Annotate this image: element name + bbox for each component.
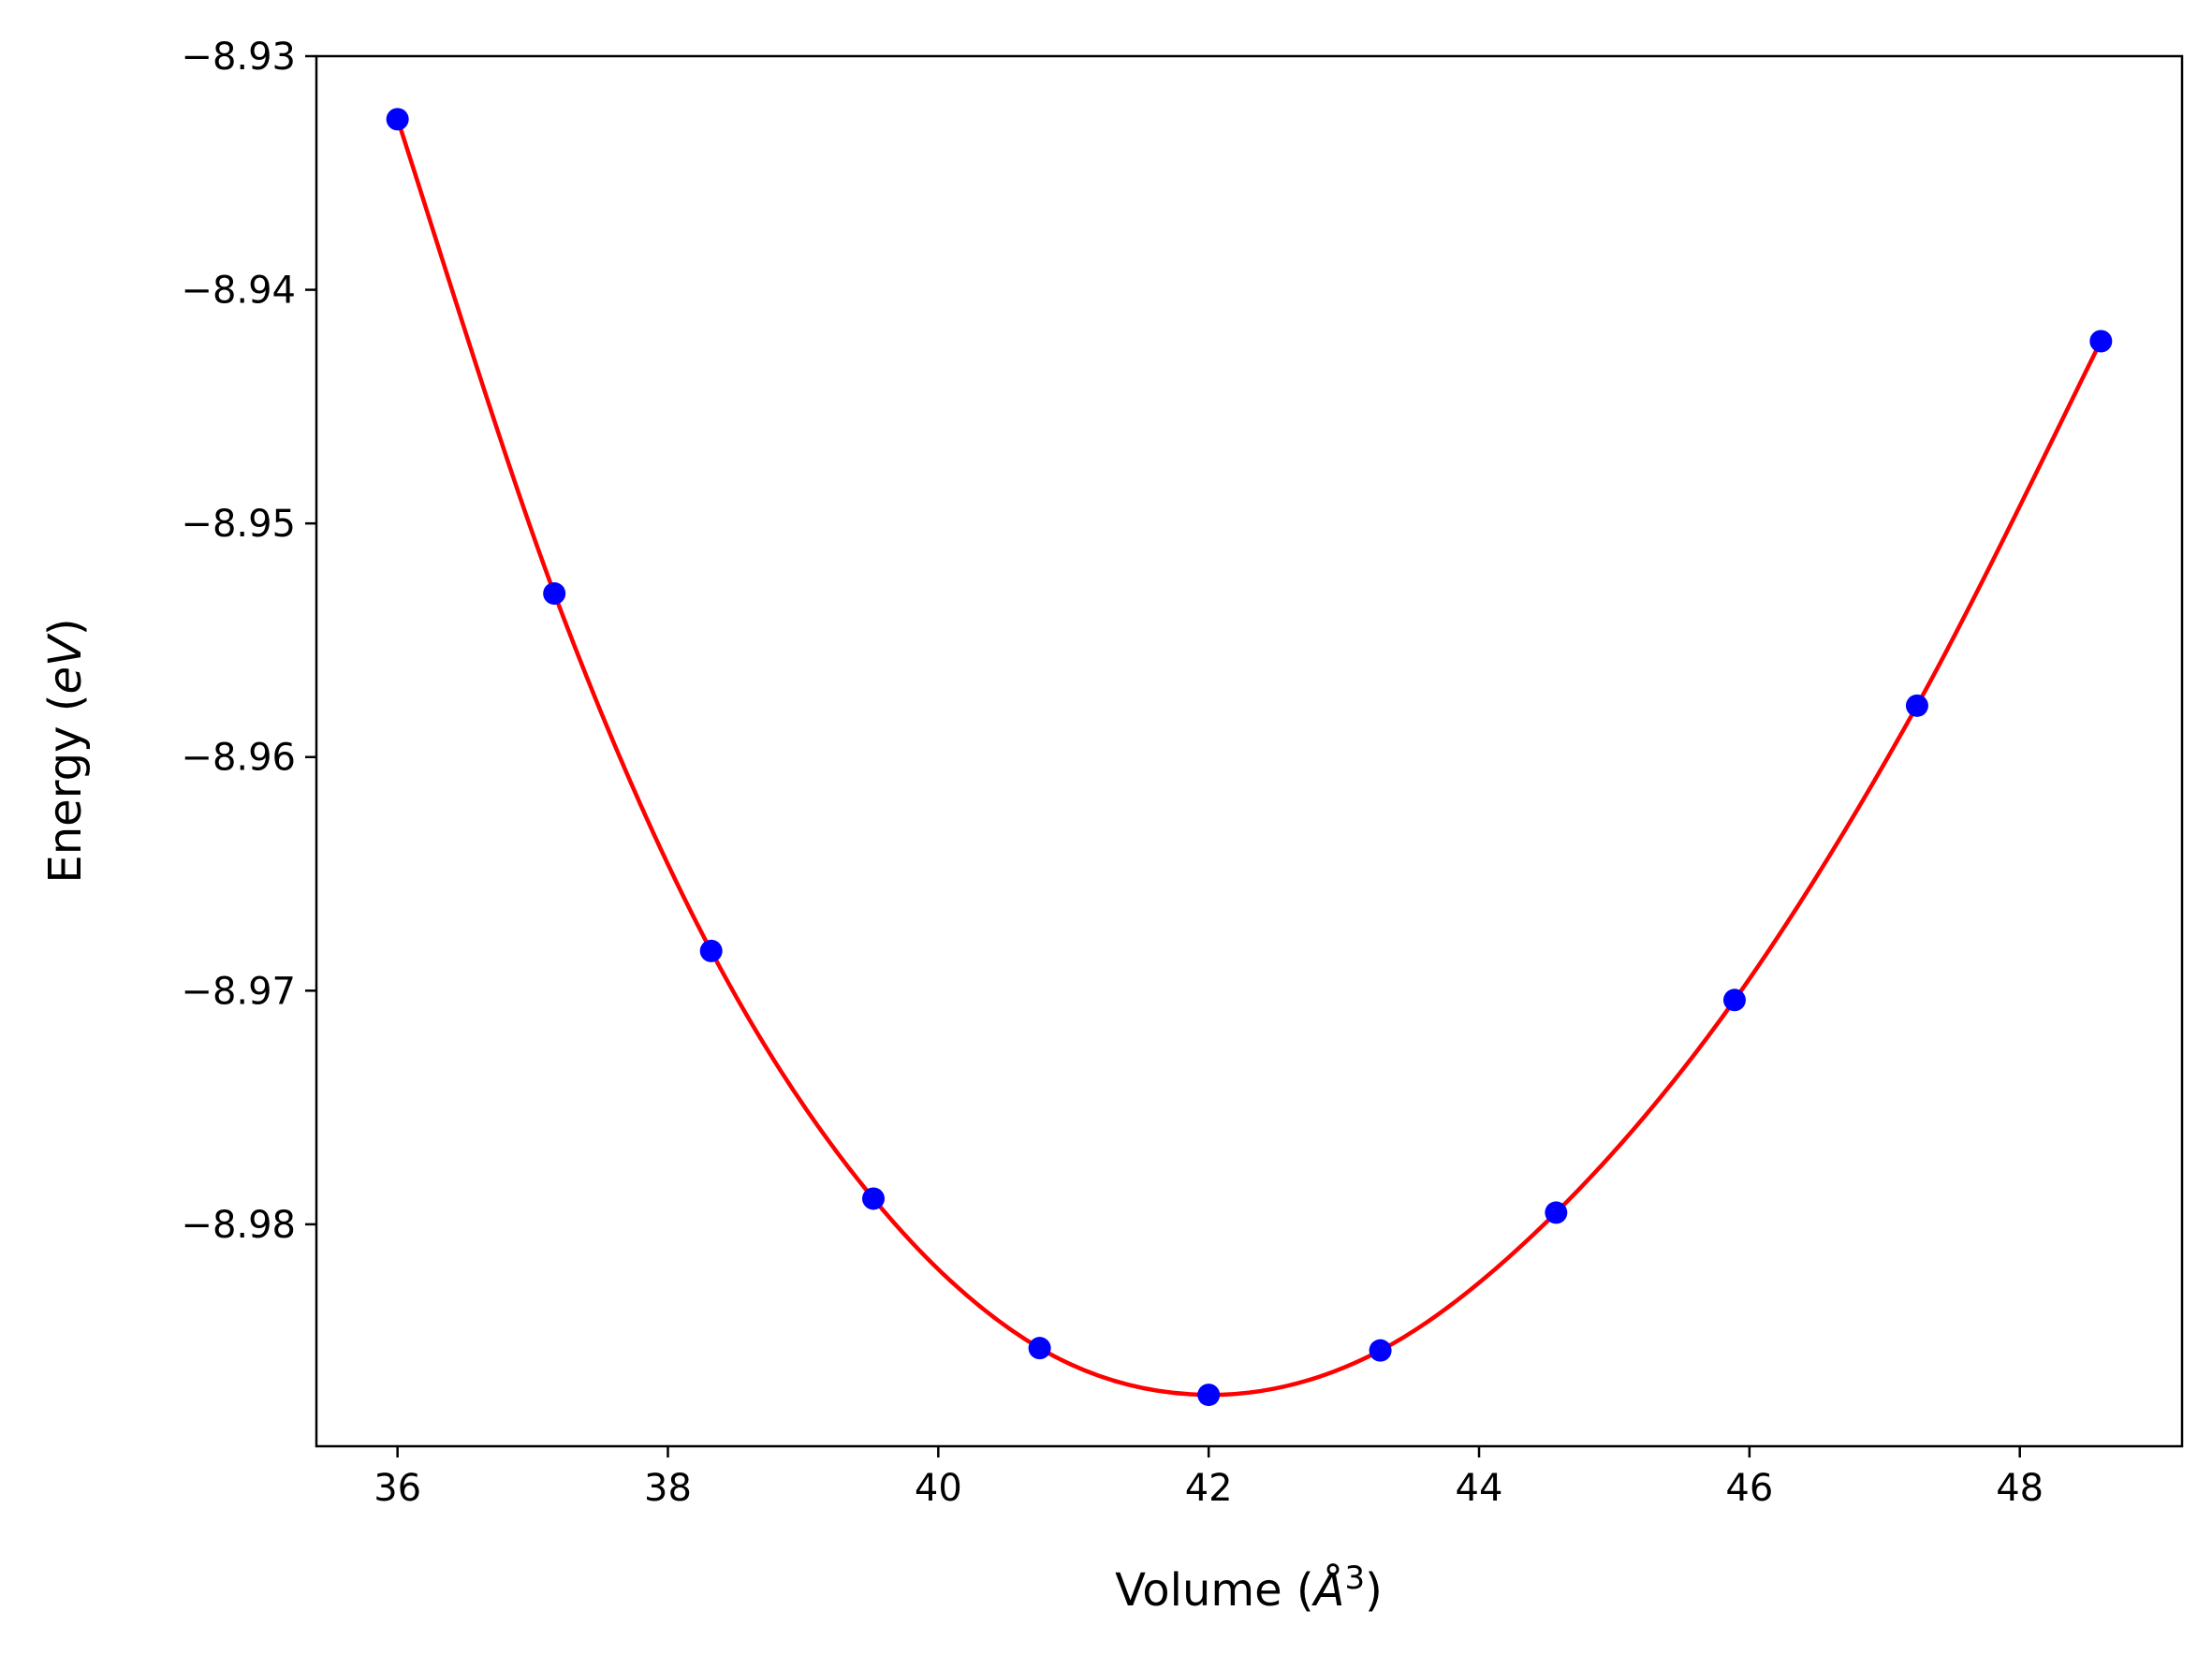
- y-tick-label: −8.97: [181, 970, 296, 1013]
- data-point: [2089, 330, 2113, 353]
- x-tick-label: 38: [644, 1467, 692, 1510]
- data-point: [1028, 1337, 1051, 1360]
- y-tick-label: −8.95: [181, 503, 296, 546]
- data-point: [1369, 1339, 1392, 1362]
- x-axis-label: Volume (Å3): [1115, 1560, 1383, 1617]
- x-tick-label: 48: [1996, 1467, 2044, 1510]
- x-tick-label: 44: [1456, 1467, 1503, 1510]
- plot-area: [386, 108, 2113, 1407]
- y-tick-label: −8.93: [181, 36, 296, 79]
- x-tick-label: 42: [1185, 1467, 1233, 1510]
- data-point: [699, 939, 723, 962]
- fit-curve-line: [395, 118, 2103, 1398]
- x-tick-label: 46: [1725, 1467, 1773, 1510]
- data-point: [1545, 1201, 1568, 1224]
- x-tick-label: 40: [915, 1467, 962, 1510]
- y-axis-label: Energy (eV): [39, 618, 92, 883]
- data-point: [1722, 989, 1746, 1012]
- x-tick-label: 36: [374, 1467, 421, 1510]
- axis-ticks: 36 38 40 42 44 46 48 −8.93 −8.94 −8.95 −8.96 −8.97 −…: [181, 36, 2044, 1510]
- y-tick-label: −8.98: [181, 1204, 296, 1247]
- data-point: [862, 1187, 886, 1210]
- data-point: [543, 582, 566, 606]
- plot-frame: [315, 54, 2184, 1448]
- y-tick-label: −8.94: [181, 270, 296, 313]
- data-point: [1905, 694, 1928, 717]
- data-point: [1197, 1384, 1221, 1407]
- data-point: [386, 108, 409, 131]
- y-tick-label: −8.96: [181, 737, 296, 780]
